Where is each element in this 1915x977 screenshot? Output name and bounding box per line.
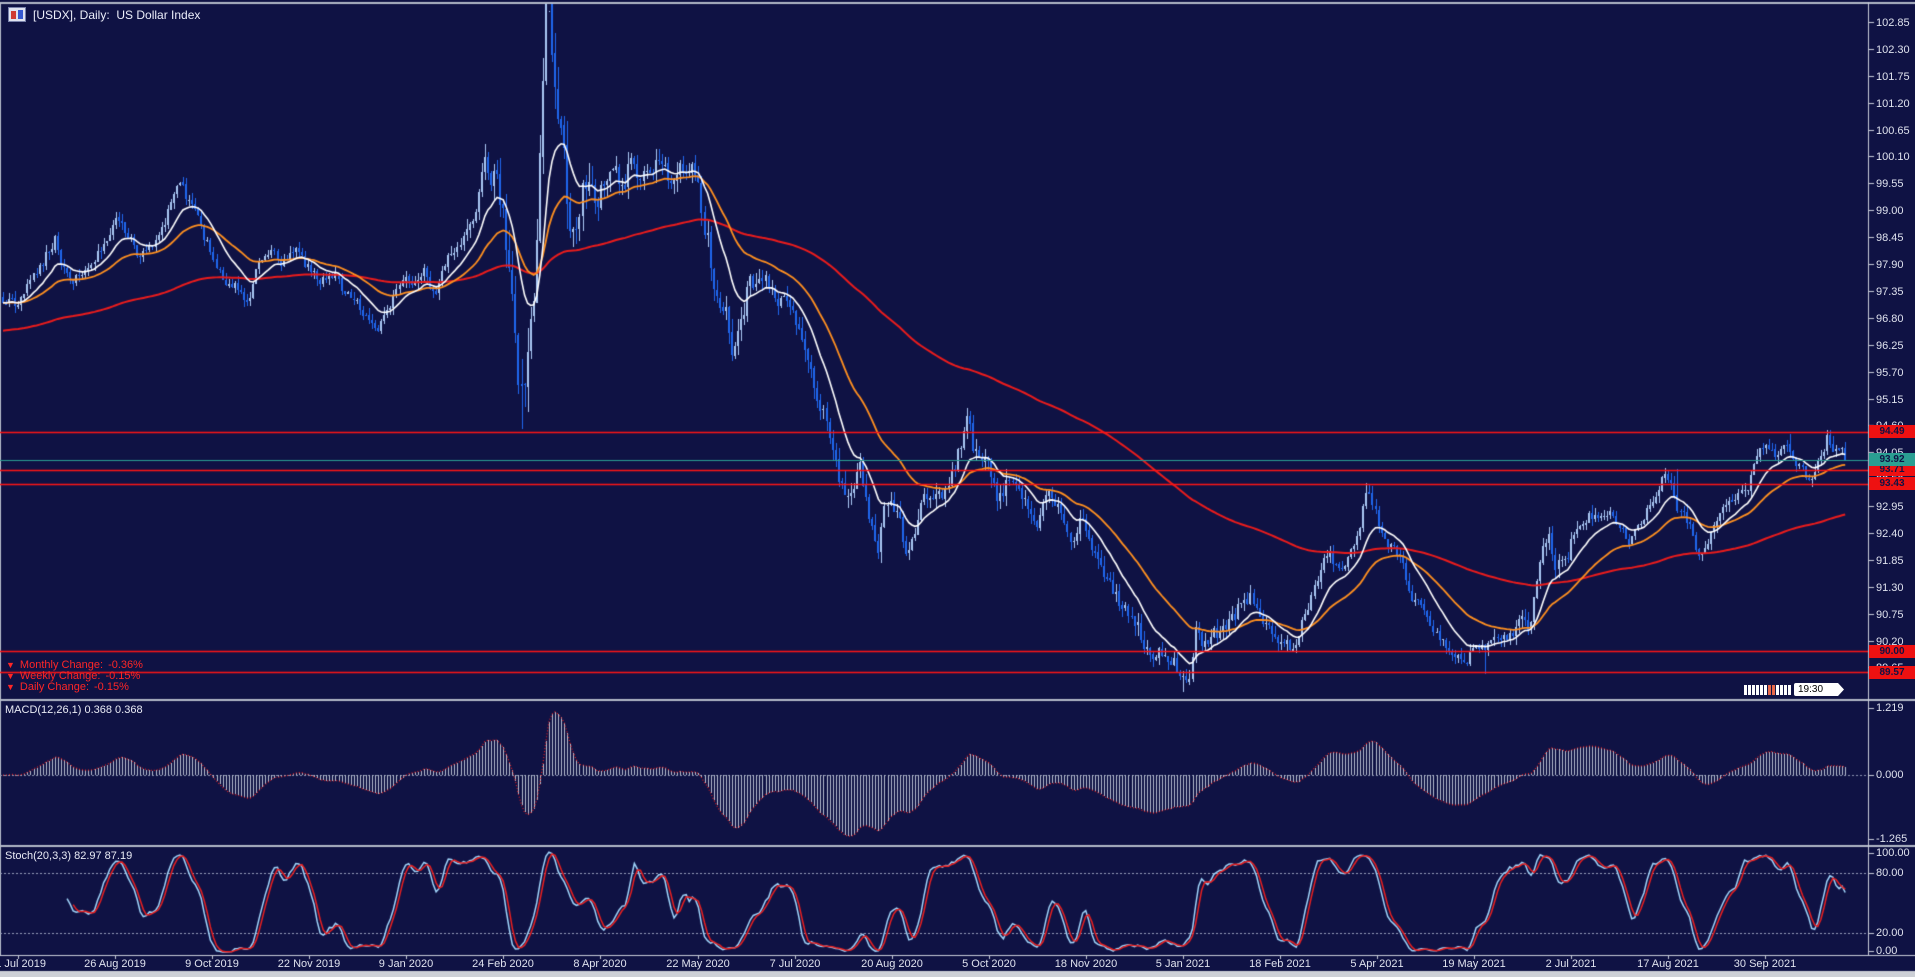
macd-axis-label: 0.000 [1876, 769, 1904, 781]
date-label: 20 Aug 2020 [861, 958, 923, 970]
date-label: 26 Aug 2019 [84, 958, 146, 970]
price-tick-label: 96.25 [1876, 339, 1904, 352]
stoch-axis-label: 20.00 [1876, 927, 1904, 939]
stoch-axis-label: 100.00 [1876, 847, 1910, 859]
date-label: 5 Apr 2021 [1350, 958, 1404, 970]
price-tick-label: 91.30 [1876, 581, 1904, 594]
date-label: 5 Oct 2020 [962, 958, 1016, 970]
price-tick-label: 102.85 [1876, 17, 1910, 29]
price-tick-label: 95.70 [1876, 366, 1904, 379]
macd-axis-label: 1.219 [1876, 702, 1904, 714]
current-price-tag: 93.92 [1869, 453, 1915, 467]
date-label: 8 Apr 2020 [573, 958, 627, 970]
price-tick-label: 92.40 [1876, 528, 1904, 540]
price-axis[interactable]: 102.85 102.30 101.75 101.20 100.65 100.10 99.5… [1868, 0, 1915, 957]
price-tick-label: 99.00 [1876, 205, 1904, 218]
date-label: 5 Jan 2021 [1155, 958, 1211, 970]
price-tick-label: 98.45 [1876, 232, 1904, 245]
date-label: 24 Feb 2020 [472, 958, 534, 970]
price-tick-label: 91.85 [1876, 554, 1904, 567]
date-label: 19 May 2021 [1442, 958, 1506, 970]
macd-axis-label: -1.265 [1876, 833, 1908, 845]
price-tick-label: 96.80 [1876, 312, 1904, 325]
price-tick-label: 99.55 [1876, 178, 1904, 191]
date-label: 17 Aug 2021 [1637, 958, 1699, 970]
price-line-tag: 89.57 [1869, 665, 1915, 679]
date-label: 18 Nov 2020 [1054, 958, 1118, 970]
date-label: 9 Jan 2020 [378, 958, 434, 970]
price-tick-label: 101.20 [1876, 97, 1910, 110]
price-tick-label: 95.15 [1876, 393, 1904, 406]
price-tick-label: 90.20 [1876, 635, 1904, 648]
stoch-axis-label: 0.00 [1876, 945, 1898, 957]
date-label: 11 Jul 2019 [0, 958, 47, 970]
price-line-tag: 94.49 [1869, 425, 1915, 439]
price-tick-label: 100.65 [1876, 124, 1910, 137]
date-label: 22 May 2020 [666, 958, 730, 970]
date-label: 18 Feb 2021 [1249, 958, 1311, 970]
price-tick-label: 100.10 [1876, 151, 1910, 164]
date-label: 7 Jul 2020 [769, 958, 821, 970]
price-line-tag: 93.71 [1869, 463, 1915, 477]
stoch-axis-label: 80.00 [1876, 867, 1904, 879]
price-tick-label: 101.75 [1876, 70, 1910, 83]
date-label: 22 Nov 2019 [277, 958, 341, 970]
price-line-tag: 93.43 [1869, 477, 1915, 491]
price-tick-label: 97.35 [1876, 285, 1904, 298]
time-axis[interactable]: 11 Jul 2019 26 Aug 2019 9 Oct 2019 22 Nov 2… [0, 955, 1915, 971]
date-label: 2 Jul 2021 [1545, 958, 1597, 970]
price-tick-label: 97.90 [1876, 259, 1904, 272]
price-tick-label: 92.95 [1876, 501, 1904, 514]
price-tick-label: 90.75 [1876, 608, 1904, 621]
date-label: 9 Oct 2019 [185, 958, 239, 970]
date-label: 30 Sep 2021 [1733, 958, 1797, 970]
price-line-tag: 90.00 [1869, 644, 1915, 658]
price-tick-label: 102.30 [1876, 43, 1910, 56]
